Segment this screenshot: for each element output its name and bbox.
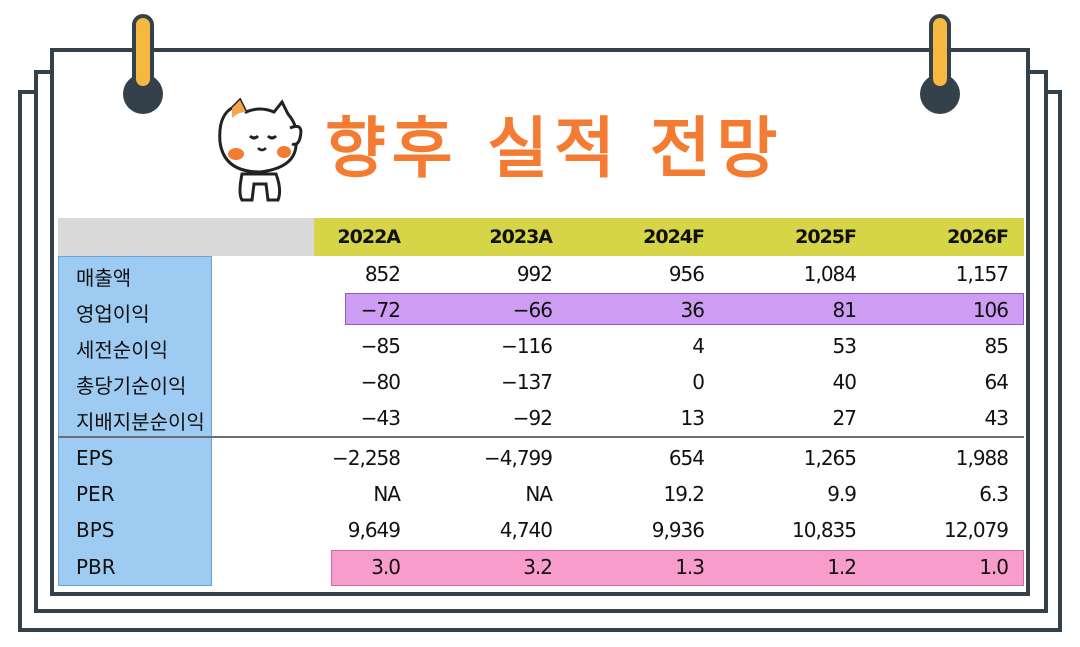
pbr-highlight	[331, 550, 1024, 586]
table-cell: 13	[680, 406, 705, 430]
header-corner	[58, 218, 314, 256]
table-cell: 19.2	[663, 482, 705, 506]
table-cell: 43	[984, 406, 1009, 430]
row-label: 지배지분순이익	[76, 410, 205, 434]
table-cell: 6.3	[979, 482, 1009, 506]
row-label: PER	[76, 482, 115, 506]
table-cell: 956	[668, 262, 705, 286]
table-cell: 654	[668, 446, 705, 470]
table-cell: 852	[364, 262, 401, 286]
table-cell: 9,936	[651, 518, 705, 542]
year-header: 2026F	[947, 226, 1009, 248]
table-cell: NA	[525, 482, 553, 506]
year-header: 2024F	[643, 226, 705, 248]
table-cell: −72	[360, 298, 401, 322]
binder-clip-right	[929, 14, 951, 90]
table-cell: 1,265	[803, 446, 857, 470]
table-cell: −80	[360, 370, 401, 394]
table-cell: 1,157	[955, 262, 1009, 286]
year-header: 2023A	[489, 226, 553, 248]
table-cell: 4,740	[499, 518, 553, 542]
table-cell: −85	[360, 334, 401, 358]
page-title: 향후 실적 전망	[325, 110, 784, 187]
table-cell: 4	[692, 334, 705, 358]
cat-mascot-icon	[218, 98, 303, 202]
table-cell: −2,258	[331, 446, 401, 470]
table-cell: 0	[692, 370, 705, 394]
year-header: 2025F	[795, 226, 857, 248]
table-cell: −43	[360, 406, 401, 430]
row-label: 영업이익	[76, 302, 150, 326]
table-cell: 9,649	[347, 518, 401, 542]
row-label: BPS	[76, 518, 115, 542]
table-cell: 992	[516, 262, 553, 286]
table-cell: −92	[512, 406, 553, 430]
row-label: 총당기순이익	[76, 374, 187, 398]
section-divider	[58, 436, 1024, 438]
row-label: 세전순이익	[76, 338, 168, 362]
table-cell: NA	[373, 482, 401, 506]
table-cell: 1,988	[955, 446, 1009, 470]
table-cell: −137	[501, 370, 553, 394]
table-cell: 3.2	[523, 555, 553, 579]
table-cell: 81	[832, 298, 857, 322]
row-label-column	[58, 256, 212, 586]
table-cell: −116	[501, 334, 553, 358]
table-cell: 3.0	[371, 555, 401, 579]
header-year-bar	[314, 218, 1024, 256]
table-cell: 1.3	[675, 555, 705, 579]
table-cell: −66	[512, 298, 553, 322]
table-cell: 85	[984, 334, 1009, 358]
row-label: PBR	[76, 555, 116, 579]
row-label: 매출액	[76, 266, 132, 290]
row-label: EPS	[76, 446, 114, 470]
table-cell: 64	[984, 370, 1009, 394]
table-cell: −4,799	[483, 446, 553, 470]
table-cell: 36	[680, 298, 705, 322]
table-cell: 1,084	[803, 262, 857, 286]
table-cell: 1.2	[827, 555, 857, 579]
table-cell: 12,079	[944, 518, 1009, 542]
table-cell: 27	[832, 406, 857, 430]
binder-clip-left	[132, 14, 154, 90]
table-cell: 1.0	[979, 555, 1009, 579]
earnings-forecast-table: 2022A 2023A 2024F 2025F 2026F 매출액 852 99…	[58, 218, 1024, 590]
table-cell: 106	[972, 298, 1009, 322]
table-cell: 9.9	[827, 482, 857, 506]
table-cell: 40	[832, 370, 857, 394]
table-cell: 10,835	[792, 518, 857, 542]
year-header: 2022A	[337, 226, 401, 248]
table-cell: 53	[832, 334, 857, 358]
operating-profit-highlight	[345, 293, 1024, 325]
